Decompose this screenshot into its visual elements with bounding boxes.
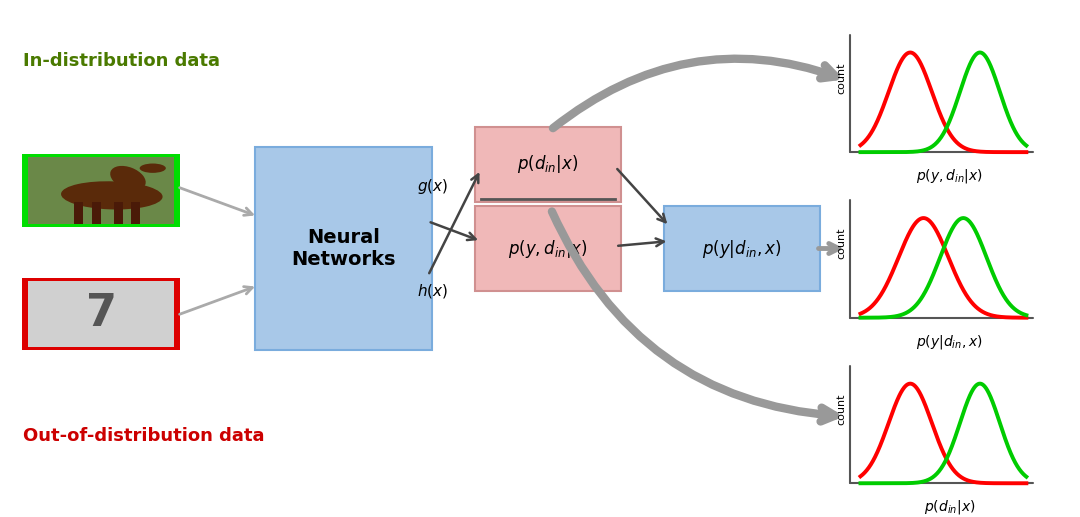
- FancyBboxPatch shape: [255, 147, 432, 350]
- FancyBboxPatch shape: [22, 278, 180, 351]
- FancyBboxPatch shape: [28, 157, 174, 224]
- FancyBboxPatch shape: [131, 203, 139, 224]
- FancyBboxPatch shape: [114, 203, 122, 224]
- FancyBboxPatch shape: [28, 281, 174, 347]
- Text: In-distribution data: In-distribution data: [23, 52, 220, 70]
- FancyBboxPatch shape: [75, 203, 83, 224]
- Text: Out-of-distribution data: Out-of-distribution data: [23, 428, 265, 445]
- Ellipse shape: [139, 163, 166, 173]
- Ellipse shape: [62, 181, 163, 209]
- Text: $p(d_{in}|x)$: $p(d_{in}|x)$: [517, 154, 579, 175]
- Text: Neural
Networks: Neural Networks: [292, 228, 395, 269]
- FancyBboxPatch shape: [475, 206, 621, 291]
- FancyBboxPatch shape: [93, 203, 102, 224]
- Ellipse shape: [110, 166, 146, 190]
- Text: $g(x)$: $g(x)$: [417, 177, 448, 196]
- Text: count: count: [836, 62, 846, 94]
- FancyArrowPatch shape: [552, 211, 835, 421]
- Text: count: count: [836, 228, 846, 260]
- FancyBboxPatch shape: [664, 206, 820, 291]
- Text: $p(y|d_{in}, x)$: $p(y|d_{in}, x)$: [916, 332, 983, 351]
- Text: $p(d_{in}|x)$: $p(d_{in}|x)$: [923, 498, 975, 516]
- Text: $h(x)$: $h(x)$: [417, 282, 448, 299]
- Text: $p(y, d_{in}|x)$: $p(y, d_{in}|x)$: [509, 237, 588, 260]
- FancyArrowPatch shape: [553, 59, 836, 128]
- FancyBboxPatch shape: [475, 127, 621, 202]
- Text: 7: 7: [85, 293, 117, 336]
- Text: count: count: [836, 393, 846, 425]
- Text: $p(y, d_{in}|x)$: $p(y, d_{in}|x)$: [916, 167, 983, 185]
- FancyBboxPatch shape: [22, 154, 180, 227]
- Text: $p(y|d_{in}, x)$: $p(y|d_{in}, x)$: [702, 237, 782, 260]
